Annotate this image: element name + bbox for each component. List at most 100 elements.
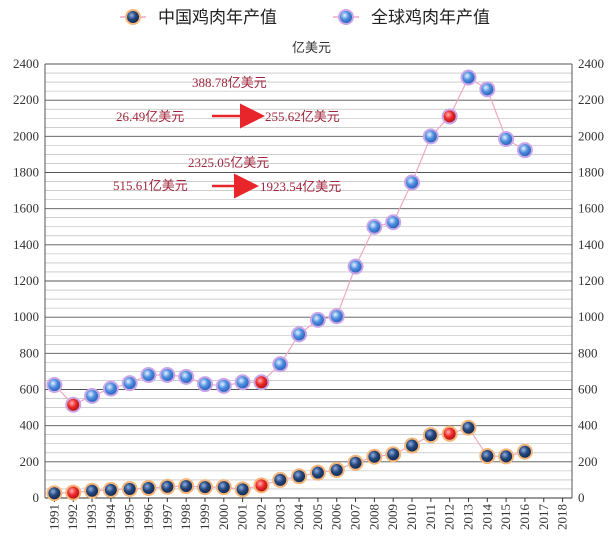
x-tick-label: 1993 (84, 504, 99, 530)
data-point-world (479, 81, 496, 98)
y-tick-label-left: 800 (20, 345, 40, 360)
data-point-china (272, 471, 289, 488)
data-point-china (309, 464, 326, 481)
data-point-world (309, 311, 326, 328)
x-tick-label: 2002 (253, 504, 268, 530)
series-points (46, 69, 533, 502)
data-point-world (102, 380, 119, 397)
y-tick-label-left: 1000 (13, 309, 39, 324)
legend-label-china: 中国鸡肉年产值 (158, 8, 277, 28)
y-tick-label-right: 2400 (578, 56, 604, 71)
y-tick-label-left: 1800 (13, 165, 39, 180)
legend: 中国鸡肉年产值 全球鸡肉年产值 (120, 8, 490, 28)
y-tick-label-left: 400 (20, 418, 40, 433)
data-point-china (516, 443, 533, 460)
data-point-china (385, 446, 402, 463)
data-point-china (121, 480, 138, 497)
data-point-world (46, 376, 63, 393)
data-point-china (253, 477, 270, 494)
y-tick-label-right: 1400 (578, 237, 604, 252)
annotation-china-peak: 2325.05亿美元 (188, 155, 269, 170)
x-tick-label: 2015 (498, 504, 513, 530)
data-point-china (84, 482, 101, 499)
x-tick-label: 1996 (141, 504, 156, 531)
x-tick-label: 2005 (310, 504, 325, 530)
y-tick-label-left: 2000 (13, 128, 39, 143)
x-axis: 1991 1992 1993 1994 1995 1996 1997 1998 1999 2000… (46, 498, 570, 531)
data-point-world (422, 128, 439, 145)
data-point-world (196, 376, 213, 393)
x-tick-label: 1991 (46, 504, 61, 530)
data-point-china (460, 419, 477, 436)
data-point-china (102, 481, 119, 498)
x-tick-label: 2009 (385, 504, 400, 530)
y-tick-label-left: 1600 (13, 201, 39, 216)
data-point-world (328, 308, 345, 325)
data-point-china (159, 478, 176, 495)
data-point-world (215, 377, 232, 394)
axes (44, 64, 573, 499)
annotations: 388.78亿美元 26.49亿美元 255.62亿美元 2325.05亿美元 … (113, 75, 341, 199)
data-point-china (46, 485, 63, 502)
data-point-world (140, 367, 157, 384)
legend-item-china[interactable]: 中国鸡肉年产值 (120, 8, 277, 28)
legend-marker-world (338, 9, 354, 25)
legend-item-world[interactable]: 全球鸡肉年产值 (333, 8, 490, 28)
x-tick-label: 2000 (216, 504, 231, 530)
annotation-world-end: 1923.54亿美元 (260, 179, 341, 194)
y-tick-label-left: 2400 (13, 56, 39, 71)
data-point-china (234, 481, 251, 498)
y-tick-label-right: 1800 (578, 165, 604, 180)
y-tick-label-right: 800 (578, 345, 598, 360)
annotation-china-end: 255.62亿美元 (265, 109, 340, 124)
data-point-world (234, 374, 251, 391)
data-point-china (65, 484, 82, 501)
data-point-china (479, 448, 496, 465)
y-axis-left: 0 200 400 600 800 1000 1200 1400 1600 1800 2000 220… (13, 56, 39, 505)
y-axis-right: 0 200 400 600 800 1000 1200 1400 1600 1800 2000 220… (578, 56, 604, 505)
data-point-china (291, 468, 308, 485)
data-point-world (404, 174, 421, 191)
data-point-china (347, 454, 364, 471)
x-tick-label: 2007 (348, 504, 363, 531)
annotation-world-peak: 388.78亿美元 (192, 75, 267, 90)
y-tick-label-right: 1000 (578, 309, 604, 324)
data-point-world (178, 368, 195, 385)
data-point-china (178, 478, 195, 495)
x-tick-label: 1999 (197, 504, 212, 530)
data-point-china (498, 448, 515, 465)
x-tick-label: 1992 (65, 504, 80, 530)
data-point-world (385, 214, 402, 231)
y-tick-label-left: 1400 (13, 237, 39, 252)
data-point-china (215, 479, 232, 496)
y-tick-label-left: 2200 (13, 92, 39, 107)
x-tick-label: 2010 (404, 504, 419, 530)
y-tick-label-right: 2000 (578, 128, 604, 143)
x-tick-label: 1994 (103, 504, 118, 531)
x-tick-label: 2017 (536, 504, 551, 531)
data-point-world (159, 367, 176, 384)
x-tick-label: 2018 (555, 504, 570, 530)
grid (45, 63, 572, 499)
legend-marker-china (125, 9, 141, 25)
annotation-world-start: 515.61亿美元 (113, 178, 188, 193)
data-point-world (84, 387, 101, 404)
y-tick-label-left: 1200 (13, 273, 39, 288)
data-point-world (65, 396, 82, 413)
data-point-world (441, 108, 458, 125)
data-point-china (140, 480, 157, 497)
y-tick-label-right: 1600 (578, 201, 604, 216)
y-tick-label-right: 200 (578, 454, 598, 469)
y-tick-label-left: 200 (20, 454, 40, 469)
x-tick-label: 2008 (366, 504, 381, 530)
x-tick-label: 2006 (329, 504, 344, 531)
y-tick-label-left: 600 (20, 382, 40, 397)
data-point-china (366, 448, 383, 465)
data-point-world (516, 142, 533, 159)
x-tick-label: 1998 (178, 504, 193, 530)
y-tick-label-right: 2200 (578, 92, 604, 107)
x-tick-label: 1995 (122, 504, 137, 530)
x-tick-label: 2003 (272, 504, 287, 530)
data-point-world (460, 69, 477, 86)
data-point-china (422, 427, 439, 444)
